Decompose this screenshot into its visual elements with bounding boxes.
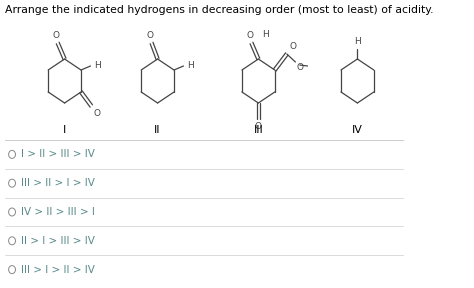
Text: O: O bbox=[296, 63, 303, 72]
Text: Arrange the indicated hydrogens in decreasing order (most to least) of acidity.: Arrange the indicated hydrogens in decre… bbox=[5, 5, 434, 15]
Text: II: II bbox=[155, 125, 161, 135]
Text: III > I > II > IV: III > I > II > IV bbox=[21, 265, 94, 274]
Text: I: I bbox=[63, 125, 66, 135]
Text: O: O bbox=[290, 42, 296, 51]
Text: IV > II > III > I: IV > II > III > I bbox=[21, 207, 94, 217]
Text: H: H bbox=[354, 37, 361, 46]
Text: III > II > I > IV: III > II > I > IV bbox=[21, 178, 94, 188]
Text: O: O bbox=[53, 31, 59, 40]
Text: O: O bbox=[246, 31, 253, 40]
Text: O: O bbox=[94, 109, 101, 118]
Text: II > I > III > IV: II > I > III > IV bbox=[21, 236, 94, 246]
Text: H: H bbox=[94, 62, 100, 71]
Text: H: H bbox=[187, 62, 194, 71]
Text: I > II > III > IV: I > II > III > IV bbox=[21, 149, 94, 159]
Text: III: III bbox=[254, 125, 263, 135]
Text: O: O bbox=[146, 31, 154, 40]
Text: IV: IV bbox=[352, 125, 363, 135]
Text: H: H bbox=[262, 30, 269, 39]
Text: O: O bbox=[255, 122, 262, 131]
